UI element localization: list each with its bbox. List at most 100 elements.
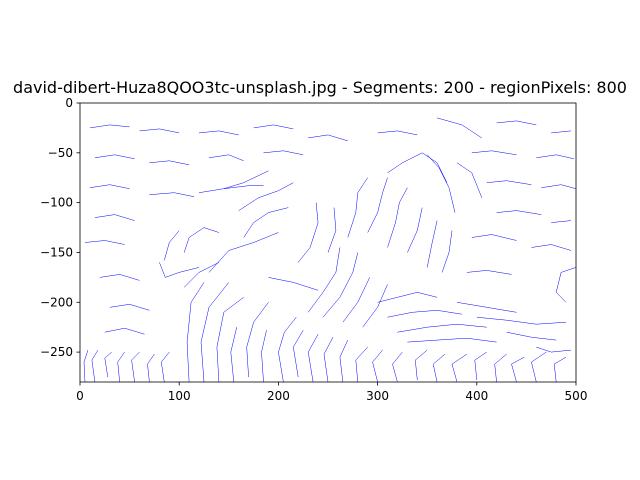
segment-line-35 — [131, 351, 140, 382]
segment-line-26 — [474, 351, 487, 381]
y-tick-label-3: −150 — [40, 245, 73, 259]
segment-line-75 — [471, 150, 517, 156]
y-axis: 0 −50 −100 −150 −200 −250 — [40, 96, 80, 359]
segment-line-56 — [407, 337, 497, 343]
segment-line-25 — [451, 353, 468, 382]
segment-line-73 — [208, 154, 244, 162]
segment-line-10 — [200, 282, 229, 382]
segment-line-45 — [367, 177, 388, 233]
segment-line-67 — [377, 130, 418, 136]
y-tick-label-0: 0 — [65, 96, 73, 110]
segment-line-15 — [278, 317, 297, 382]
y-tick-label-4: −200 — [40, 295, 73, 309]
segment-line-8 — [184, 262, 220, 288]
x-tick-label-1: 100 — [168, 389, 191, 403]
x-tick-label-0: 0 — [76, 389, 84, 403]
segment-line-92 — [611, 108, 616, 113]
segment-line-6 — [183, 227, 219, 253]
segment-line-41 — [362, 284, 388, 328]
segment-line-91 — [268, 277, 319, 291]
segment-line-84 — [84, 240, 125, 245]
segment-line-30 — [553, 356, 567, 382]
segment-line-0 — [198, 170, 269, 193]
segment-line-49 — [441, 230, 453, 273]
segment-line-7 — [208, 232, 279, 273]
segment-line-81 — [94, 214, 135, 221]
segment-line-89 — [109, 304, 150, 311]
segment-line-47 — [407, 207, 423, 253]
segment-line-80 — [541, 184, 576, 189]
x-tick-label-3: 300 — [366, 389, 389, 403]
segment-line-82 — [496, 210, 542, 215]
segment-line-60 — [555, 267, 576, 303]
segment-line-74 — [263, 150, 304, 156]
segment-line-19 — [339, 339, 349, 382]
segment-line-33 — [104, 351, 112, 378]
segment-line-32 — [91, 349, 99, 382]
segment-line-51 — [427, 154, 456, 213]
plot-frame — [79, 102, 577, 383]
segment-line-76 — [536, 154, 575, 160]
segment-line-48 — [426, 220, 438, 268]
segment-line-44 — [347, 177, 368, 238]
segment-line-17 — [307, 334, 319, 382]
y-tick-label-2: −100 — [40, 196, 73, 210]
segment-line-31 — [83, 350, 89, 382]
segment-line-42 — [298, 202, 319, 263]
segment-line-79 — [486, 180, 532, 185]
x-tick-label-5: 500 — [565, 389, 588, 403]
segment-line-2 — [238, 182, 294, 211]
segment-line-87 — [99, 274, 140, 281]
segment-line-65 — [253, 124, 294, 130]
segment-line-5 — [159, 262, 200, 278]
segment-line-18 — [323, 337, 334, 382]
segment-line-28 — [511, 356, 525, 382]
segment-line-86 — [531, 244, 572, 251]
chart-title: david-dibert-Huza8QOO3tc-unsplash.jpg - … — [13, 78, 627, 97]
x-axis: 0 100 200 300 400 500 — [76, 382, 587, 403]
segment-line-3 — [243, 207, 289, 238]
segment-line-9 — [186, 282, 205, 382]
segment-line-58 — [476, 316, 567, 325]
segment-line-27 — [494, 353, 507, 382]
segment-line-29 — [531, 351, 547, 382]
segment-line-61 — [536, 346, 572, 353]
segment-line-14 — [261, 330, 267, 382]
segment-line-11 — [216, 297, 244, 382]
segment-line-16 — [293, 330, 304, 378]
segment-line-38 — [307, 247, 341, 313]
segment-line-77 — [89, 184, 130, 189]
y-tick-label-1: −50 — [48, 146, 73, 160]
x-tick-label-2: 200 — [267, 389, 290, 403]
segment-line-21 — [372, 349, 383, 382]
segment-line-20 — [355, 346, 368, 382]
segment-line-22 — [392, 351, 403, 382]
segment-line-50 — [387, 152, 448, 183]
segment-line-55 — [397, 323, 487, 333]
segment-line-24 — [432, 353, 446, 382]
segment-line-37 — [161, 351, 170, 382]
y-tick-label-5: −250 — [40, 345, 73, 359]
segment-line-63 — [139, 128, 180, 134]
segment-line-72 — [149, 160, 190, 166]
segment-line-12 — [230, 327, 237, 382]
segment-line-39 — [322, 252, 359, 318]
segment-line-36 — [147, 353, 155, 382]
segment-line-34 — [117, 351, 125, 382]
segment-line-46 — [387, 187, 408, 248]
segment-line-71 — [94, 154, 135, 160]
segment-line-66 — [308, 134, 348, 142]
segment-line-53 — [377, 292, 438, 303]
segment-line-1 — [223, 185, 264, 189]
segment-line-4 — [164, 230, 180, 261]
segment-line-54 — [387, 310, 462, 318]
segment-line-23 — [415, 349, 428, 381]
segment-line-70 — [551, 130, 572, 134]
segment-line-43 — [327, 207, 337, 253]
segment-line-88 — [466, 270, 512, 275]
segment-line-57 — [456, 302, 517, 313]
segment-line-59 — [506, 331, 557, 341]
segment-line-64 — [198, 130, 239, 136]
segment-line-40 — [342, 277, 370, 323]
